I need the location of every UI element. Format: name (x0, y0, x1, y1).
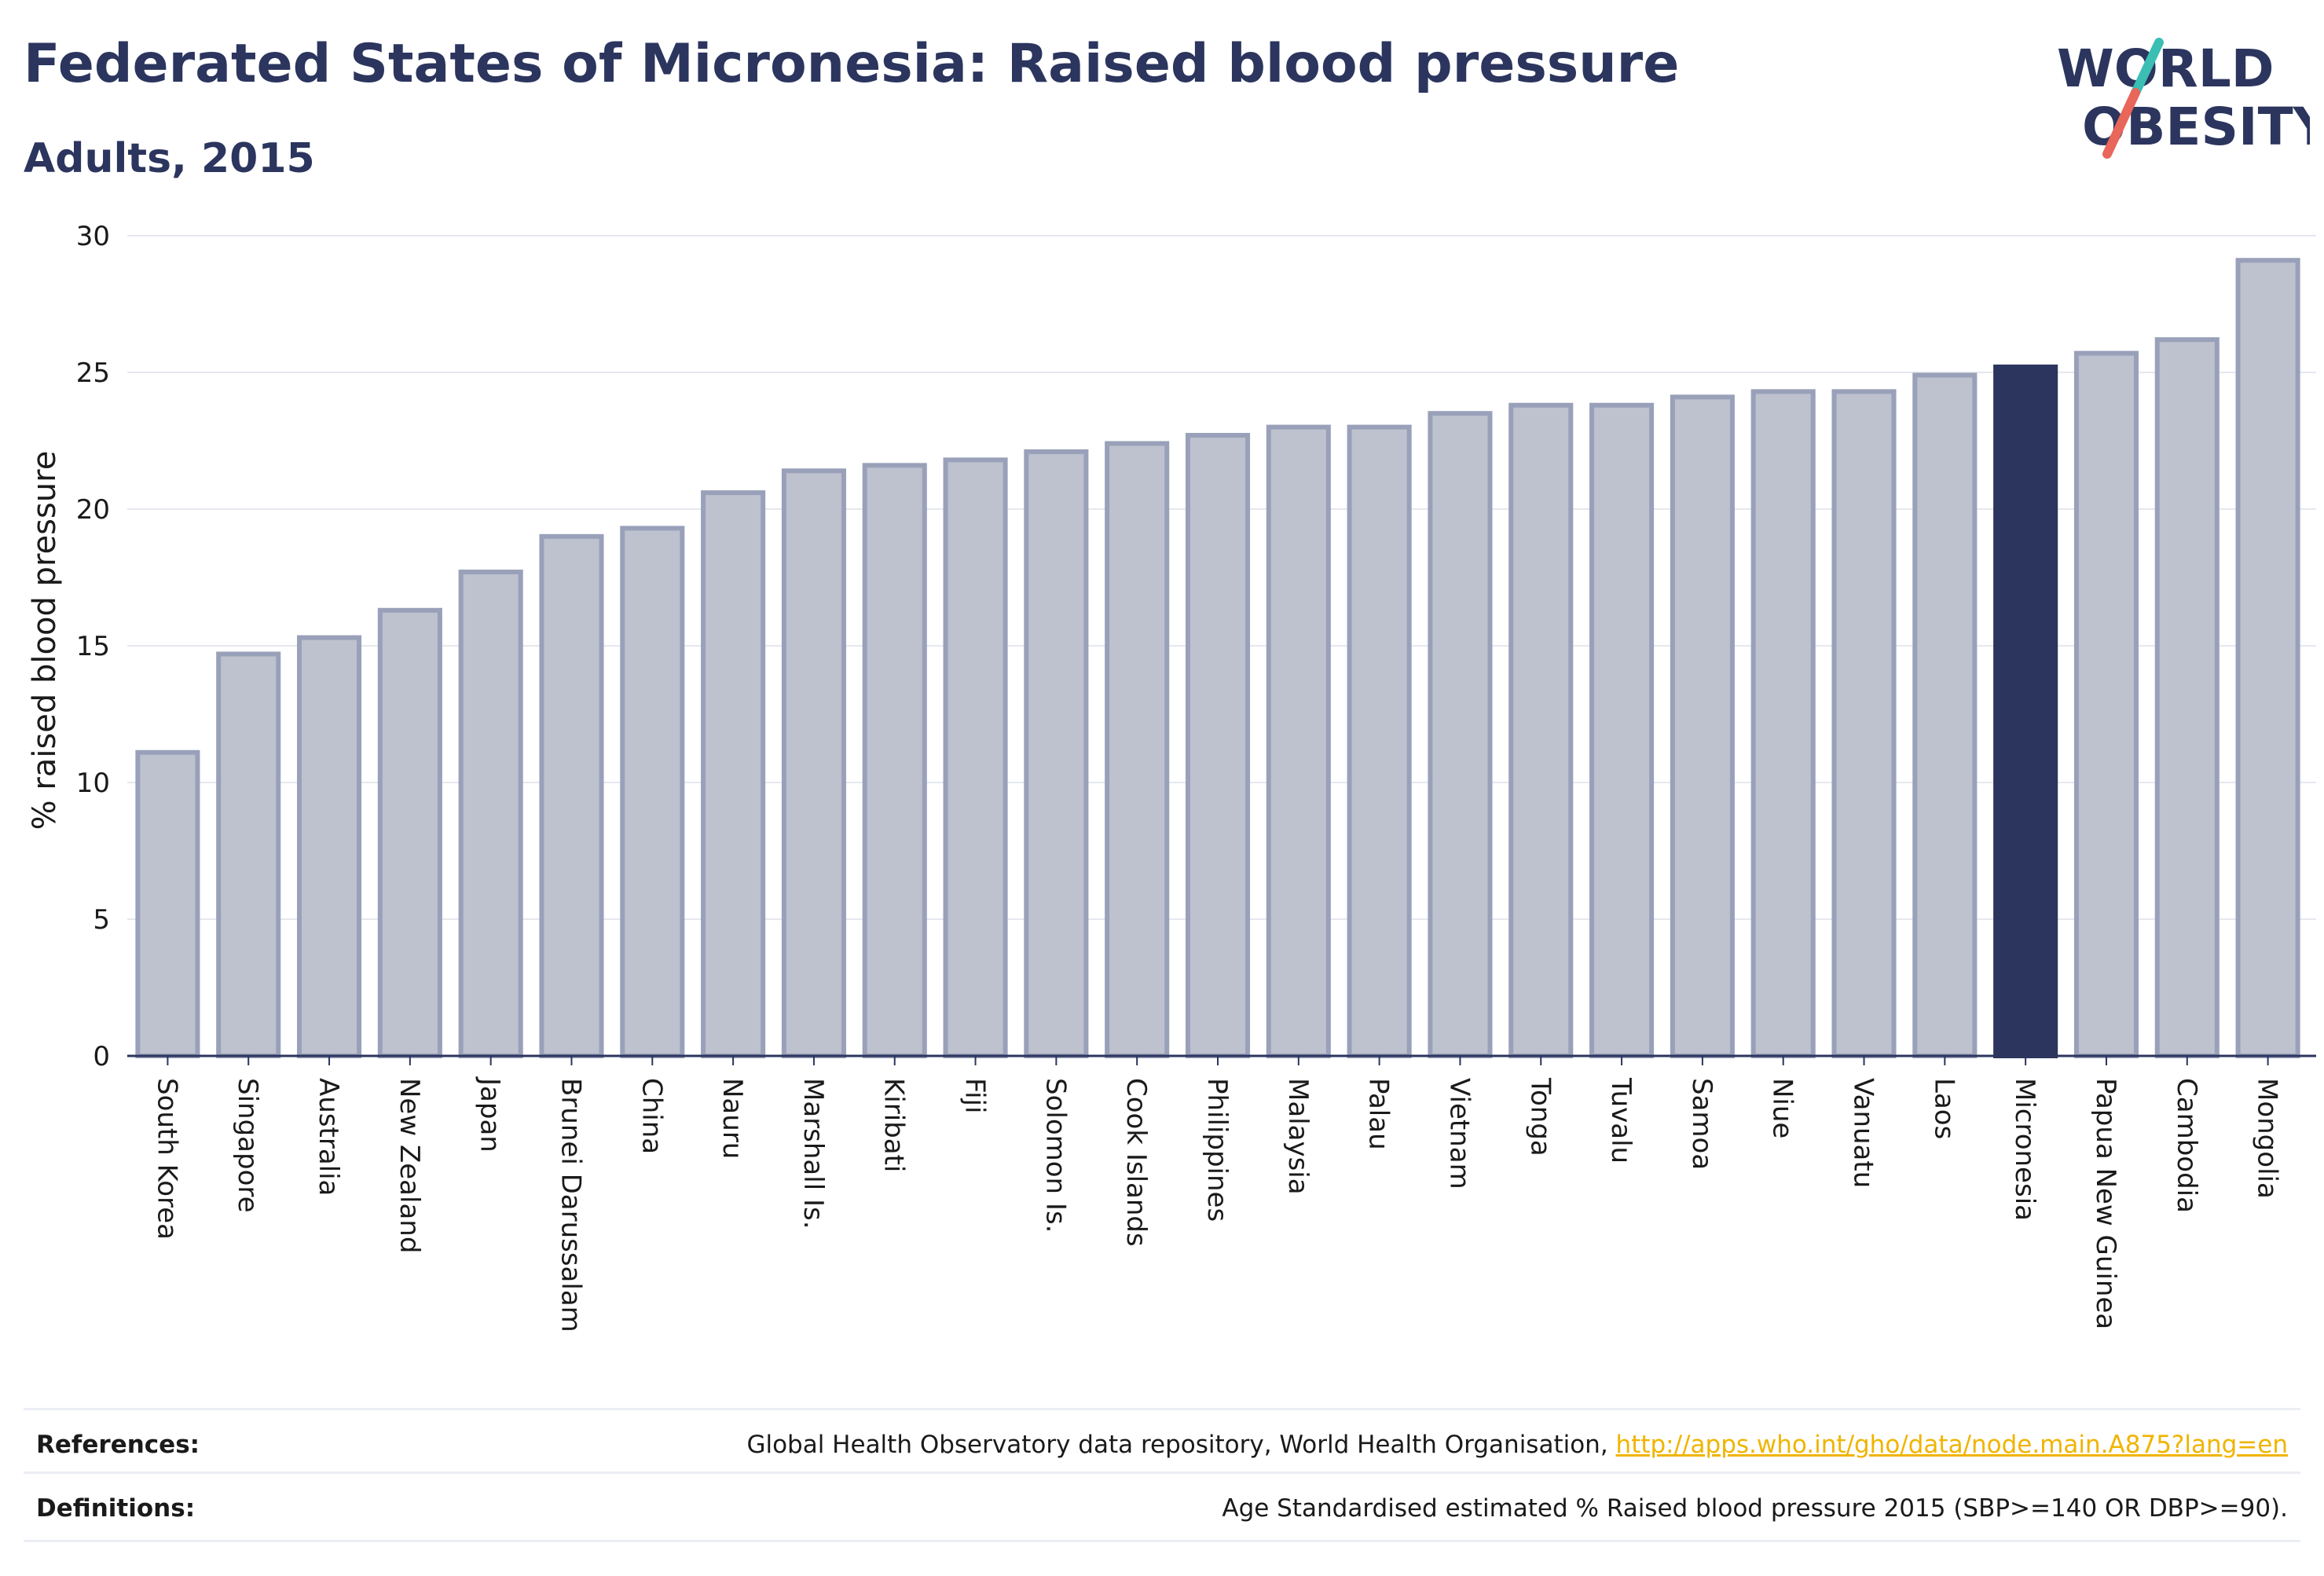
x-tick-label: Kiribati (878, 1078, 910, 1172)
x-tick-label: Vanuatu (1848, 1078, 1879, 1188)
references-content: Global Health Observatory data repositor… (746, 1431, 2288, 1459)
bar-mongolia (2235, 258, 2300, 1058)
bar-micronesia (1993, 365, 2058, 1059)
bar-kiribati (862, 463, 927, 1058)
bar-niue (1750, 389, 1816, 1058)
bar-marshall-is (781, 468, 846, 1058)
x-tick-label: Niue (1767, 1078, 1798, 1138)
x-tick-label: Vietnam (1443, 1078, 1475, 1189)
chart-subtitle: Adults, 2015 (24, 135, 315, 182)
bar-tuvalu (1589, 402, 1655, 1058)
y-tick-label: 10 (76, 768, 110, 799)
bar-cambodia (2154, 337, 2220, 1058)
x-tick-label: Micronesia (2009, 1078, 2040, 1221)
x-tick-label: South Korea (151, 1078, 182, 1240)
bar-philippines (1185, 433, 1251, 1058)
x-tick-label: Solomon Is. (1039, 1078, 1071, 1233)
x-tick-label: Cambodia (2171, 1078, 2202, 1213)
axes: 0 5 10 15 20 25 30 (76, 221, 2316, 1072)
definitions-row: Definitions: Age Standardised estimated … (24, 1472, 2300, 1537)
references-row: References: Global Health Observatory da… (24, 1408, 2300, 1473)
y-tick-label: 15 (76, 631, 110, 662)
bar-new-zealand (377, 607, 442, 1058)
bars (135, 258, 2300, 1059)
x-tick-label: Tuvalu (1605, 1077, 1637, 1164)
bar-cook-islands (1105, 441, 1170, 1058)
x-tick-label: Tonga (1524, 1077, 1556, 1156)
x-tick-label: Japan (475, 1076, 506, 1153)
y-tick-label: 0 (93, 1041, 110, 1072)
references-link[interactable]: http://apps.who.int/gho/data/node.main.A… (1615, 1431, 2288, 1459)
y-axis-label: % raised blood pressure (27, 451, 63, 830)
bar-vietnam (1428, 411, 1493, 1058)
bar-australia (296, 635, 362, 1058)
y-tick-label: 30 (76, 221, 110, 252)
bar-papua-new-guinea (2073, 350, 2139, 1058)
references-label: References: (36, 1431, 200, 1459)
bar-malaysia (1266, 424, 1331, 1058)
bar-tonga (1508, 402, 1574, 1058)
x-tick-label: Papua New Guinea (2090, 1078, 2121, 1329)
x-tick-label: Samoa (1686, 1078, 1717, 1170)
category-labels: South Korea Singapore Australia New Zealand… (151, 1076, 2282, 1332)
x-tick-label: Australia (313, 1078, 344, 1196)
bar-laos (1912, 372, 1978, 1059)
bar-nauru (701, 490, 766, 1058)
bar-palau (1347, 424, 1412, 1058)
bar-vanuatu (1831, 389, 1897, 1058)
x-tick-label: Fiji (959, 1078, 991, 1113)
bar-china (620, 526, 685, 1058)
bar-south-korea (135, 750, 200, 1058)
logo-slash-bottom (2102, 88, 2140, 159)
footer-divider (24, 1540, 2300, 1542)
x-tick-label: Laos (1928, 1078, 1959, 1139)
bar-japan (458, 570, 523, 1058)
x-tick-label: Palau (1363, 1078, 1395, 1150)
bar-fiji (943, 457, 1008, 1058)
x-tick-label: Malaysia (1282, 1078, 1314, 1195)
logo-slash-top (2131, 38, 2164, 97)
bar-samoa (1670, 394, 1735, 1058)
y-tick-label: 25 (76, 357, 110, 389)
references-text: Global Health Observatory data repositor… (746, 1431, 1608, 1459)
bar-chart: 0 5 10 15 20 25 30 South Korea Singapore Austral… (27, 221, 2316, 1332)
chart-title: Federated States of Micronesia: Raised b… (24, 33, 1680, 95)
bar-solomon-is (1024, 449, 1089, 1058)
y-tick-label: 20 (76, 494, 110, 526)
x-tick-label: Nauru (717, 1078, 748, 1159)
x-tick-label: Cook Islands (1120, 1078, 1152, 1247)
definitions-label: Definitions: (36, 1494, 196, 1523)
x-tick-label: Marshall Is. (797, 1078, 829, 1230)
x-tick-label: Mongolia (2252, 1078, 2283, 1199)
x-tick-label: Singapore (232, 1078, 263, 1213)
y-tick-label: 5 (93, 904, 110, 936)
x-tick-label: Brunei Darussalam (555, 1078, 586, 1332)
bar-singapore (216, 651, 281, 1058)
bar-brunei-darussalam (539, 533, 604, 1058)
x-tick-label: Philippines (1201, 1078, 1233, 1222)
definitions-text: Age Standardised estimated % Raised bloo… (1222, 1494, 2288, 1523)
logo-line-1: WORLD (2057, 38, 2275, 99)
x-tick-label: New Zealand (394, 1078, 425, 1253)
x-tick-label: China (636, 1078, 667, 1154)
world-obesity-logo: WORLD OBESITY (2057, 38, 2310, 159)
